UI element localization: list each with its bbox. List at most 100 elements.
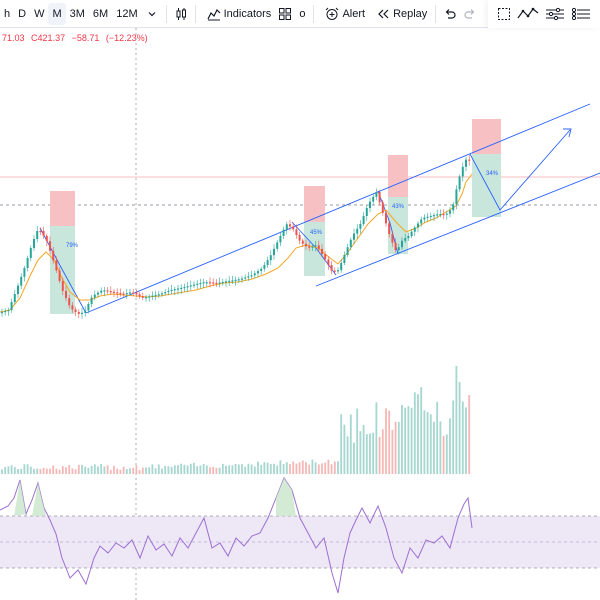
target-zone-1[interactable] bbox=[50, 191, 75, 226]
target-zone-2[interactable] bbox=[304, 186, 325, 222]
volume-bar bbox=[180, 463, 183, 474]
undo-icon[interactable] bbox=[440, 3, 460, 25]
candle bbox=[257, 271, 259, 274]
candle bbox=[372, 196, 375, 202]
chevron-down-icon[interactable] bbox=[142, 3, 162, 25]
volume-bar bbox=[458, 382, 461, 474]
timeframe-d[interactable]: D bbox=[18, 7, 27, 20]
volume-bar bbox=[196, 466, 199, 474]
volume-bar bbox=[266, 462, 269, 474]
fullscreen-icon[interactable] bbox=[494, 3, 514, 25]
chart-canvas[interactable]: 79% 45% 43% 34% bbox=[0, 28, 600, 600]
volume-bar bbox=[327, 459, 330, 474]
target-zone-4[interactable] bbox=[472, 119, 501, 154]
timeframe-h[interactable]: h bbox=[4, 7, 11, 20]
candle bbox=[455, 189, 458, 205]
candle bbox=[4, 310, 7, 313]
volume-bar bbox=[282, 464, 285, 474]
candle bbox=[183, 287, 186, 289]
timeframe-w[interactable]: W bbox=[34, 7, 45, 20]
candle bbox=[337, 270, 339, 272]
candle bbox=[401, 240, 403, 248]
timeframe-3m[interactable]: 3M bbox=[69, 7, 85, 20]
volume-bar bbox=[250, 464, 253, 474]
candle bbox=[218, 282, 221, 284]
candle bbox=[362, 216, 365, 224]
volume-bar bbox=[218, 467, 221, 474]
volume-bar bbox=[260, 464, 263, 474]
candle bbox=[189, 285, 192, 287]
projection-line[interactable] bbox=[469, 129, 571, 211]
volume-bar bbox=[362, 424, 365, 474]
volume-bar bbox=[410, 407, 413, 474]
projection-arrow-icon bbox=[563, 128, 572, 138]
volume-bar bbox=[426, 412, 429, 474]
rsi-overbought-fill bbox=[14, 480, 26, 516]
volume-bar bbox=[36, 468, 39, 474]
templates-icon[interactable] bbox=[275, 3, 295, 25]
object-tree-icon[interactable] bbox=[568, 3, 594, 25]
extra-toggle[interactable]: o bbox=[299, 7, 306, 20]
timeframe-m[interactable]: M bbox=[48, 2, 66, 25]
candle bbox=[186, 286, 189, 288]
candle bbox=[52, 250, 55, 261]
volume-bar bbox=[212, 466, 215, 474]
alert-button[interactable]: Alert bbox=[318, 3, 369, 25]
target-zone-3[interactable] bbox=[388, 155, 408, 197]
timeframe-12m[interactable]: 12M bbox=[116, 7, 138, 20]
indicators-button[interactable]: Indicators bbox=[200, 3, 276, 25]
volume-bar bbox=[333, 461, 336, 474]
candles-icon[interactable] bbox=[171, 3, 191, 25]
volume-bar bbox=[1, 469, 3, 474]
candle bbox=[269, 255, 272, 261]
volume-bar bbox=[29, 466, 32, 474]
candle bbox=[273, 248, 275, 256]
candle bbox=[234, 279, 237, 281]
channel-lower-line[interactable] bbox=[315, 172, 600, 287]
volume-bar bbox=[305, 462, 307, 474]
drawing-toolbar bbox=[488, 0, 600, 28]
candle bbox=[106, 290, 109, 292]
redo-icon[interactable] bbox=[460, 3, 480, 25]
candle bbox=[295, 229, 298, 235]
replay-label: Replay bbox=[393, 7, 428, 20]
candle bbox=[356, 228, 359, 234]
volume-bar bbox=[23, 464, 26, 474]
candle bbox=[20, 276, 23, 286]
candle bbox=[324, 254, 327, 260]
drawing-icon[interactable] bbox=[514, 3, 542, 25]
rsi-line bbox=[0, 476, 473, 594]
candle bbox=[445, 213, 448, 215]
candle bbox=[407, 236, 410, 239]
candle bbox=[468, 159, 471, 161]
replay-button[interactable]: Replay bbox=[369, 3, 431, 25]
volume-bar bbox=[461, 401, 464, 474]
candle bbox=[378, 192, 381, 203]
volume-bar bbox=[452, 400, 455, 474]
volume-bar bbox=[356, 408, 359, 474]
candle bbox=[39, 231, 42, 233]
settings-icon[interactable] bbox=[542, 3, 568, 25]
volume-bar bbox=[442, 435, 445, 474]
volume-bar bbox=[401, 405, 403, 474]
volume-bar bbox=[433, 421, 435, 474]
candle bbox=[417, 223, 419, 228]
volume-bar bbox=[292, 461, 295, 474]
volume-bar bbox=[407, 406, 410, 474]
volume-bar bbox=[231, 465, 234, 474]
volume-bar bbox=[103, 466, 106, 474]
volume-bar bbox=[167, 466, 170, 474]
candle bbox=[231, 280, 234, 282]
candle bbox=[61, 280, 64, 291]
volume-bar bbox=[100, 464, 103, 474]
timeframe-6m[interactable]: 6M bbox=[92, 7, 109, 20]
candle bbox=[244, 277, 247, 279]
candle bbox=[237, 279, 240, 281]
candle bbox=[276, 242, 279, 249]
candle bbox=[148, 296, 151, 298]
volume-bar bbox=[228, 465, 231, 474]
channel-upper-line[interactable] bbox=[85, 103, 591, 314]
stop-zone-2[interactable] bbox=[304, 222, 325, 276]
volume-bar bbox=[10, 465, 13, 474]
volume-bar bbox=[141, 467, 144, 474]
